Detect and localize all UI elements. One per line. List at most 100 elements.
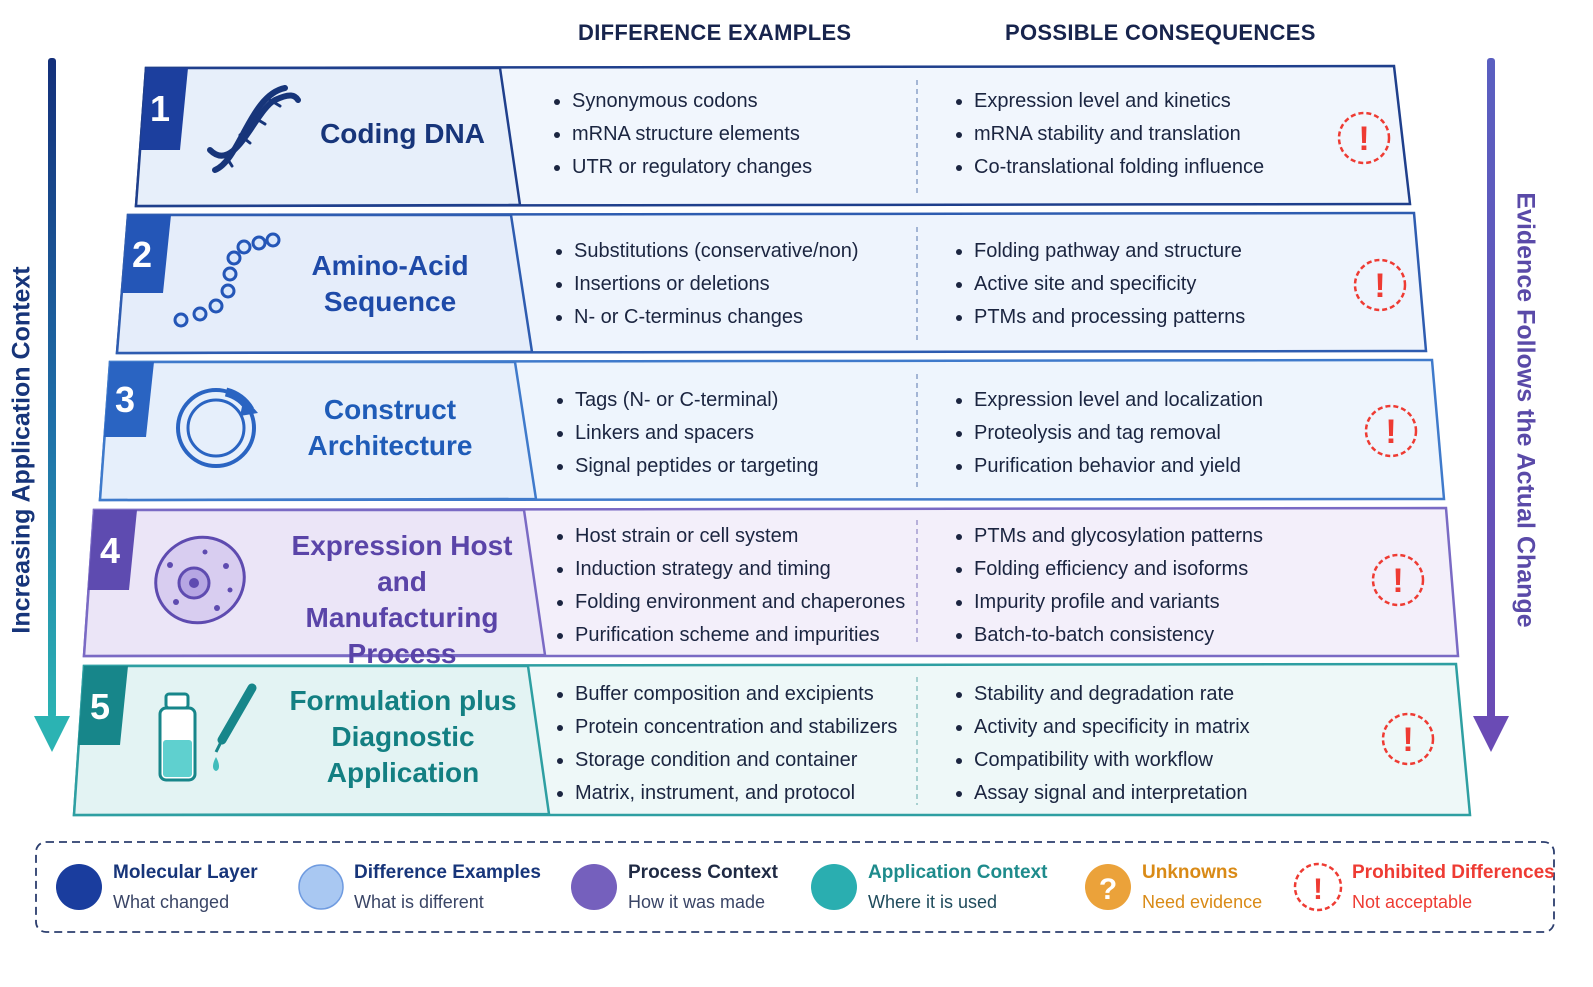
warning-icon: ! xyxy=(1371,553,1425,607)
layer-1-number: 1 xyxy=(150,88,171,129)
list-item: Induction strategy and timing xyxy=(575,553,905,586)
warning-icon: ! xyxy=(1337,111,1391,165)
list-item: PTMs and glycosylation patterns xyxy=(974,520,1263,553)
legend-title: Prohibited Differences xyxy=(1352,862,1555,883)
list-item: PTMs and processing patterns xyxy=(974,301,1245,334)
layer-5-title: Formulation plus Diagnostic Application xyxy=(288,683,518,791)
layer-2-differences: Substitutions (conservative/non) Inserti… xyxy=(552,235,859,334)
list-item: Activity and specificity in matrix xyxy=(974,711,1250,744)
layer-3-band xyxy=(98,358,1446,502)
list-item: Matrix, instrument, and protocol xyxy=(575,777,897,810)
list-item: Active site and specificity xyxy=(974,268,1245,301)
list-item: Synonymous codons xyxy=(572,85,812,118)
layer-2-band xyxy=(115,211,1428,355)
difference-examples-header: DIFFERENCE EXAMPLES xyxy=(578,20,852,45)
warning-icon: ! xyxy=(1364,404,1418,458)
layer-5-title-line: Diagnostic xyxy=(331,721,475,752)
evidence-follows-label: Evidence Follows the Actual Change xyxy=(1505,192,1545,627)
layer-5-consequences: Stability and degradation rate Activity … xyxy=(952,678,1250,810)
list-item: Insertions or deletions xyxy=(574,268,859,301)
increasing-context-label: Increasing Application Context xyxy=(2,266,42,633)
svg-text:!: ! xyxy=(1385,413,1396,451)
layer-4-title-line: Process xyxy=(347,638,457,669)
molecular-dot-icon xyxy=(56,864,102,910)
layer-5-title-line: Formulation plus xyxy=(289,685,517,716)
legend-box xyxy=(35,841,1555,933)
list-item: Purification behavior and yield xyxy=(974,450,1263,483)
difference-dot-icon xyxy=(298,864,344,910)
layer-2-consequences: Folding pathway and structure Active sit… xyxy=(952,235,1245,334)
possible-consequences-header: POSSIBLE CONSEQUENCES xyxy=(1005,20,1316,45)
dna-helix-icon xyxy=(207,85,301,173)
list-item: UTR or regulatory changes xyxy=(572,151,812,184)
svg-text:!: ! xyxy=(1392,562,1403,600)
legend-sub: How it was made xyxy=(628,892,766,912)
layer-2-title: Amino-Acid Sequence xyxy=(290,248,490,320)
layer-4-number: 4 xyxy=(100,530,121,571)
list-item: Expression level and kinetics xyxy=(974,85,1264,118)
layer-5-differences: Buffer composition and excipients Protei… xyxy=(553,678,897,810)
list-item: Host strain or cell system xyxy=(575,520,905,553)
layer-4-title: Expression Host and Manufacturing Proces… xyxy=(282,528,522,672)
list-item: Proteolysis and tag removal xyxy=(974,417,1263,450)
layer-3-title-line: Architecture xyxy=(307,430,473,461)
warning-icon: ! xyxy=(1381,712,1435,766)
question-icon: ? xyxy=(1085,864,1131,910)
list-item: mRNA stability and translation xyxy=(974,118,1264,151)
legend-sub: Not acceptable xyxy=(1352,892,1473,912)
list-item: Signal peptides or targeting xyxy=(575,450,819,483)
warning-icon: ! xyxy=(1353,258,1407,312)
layer-3-title-line: Construct xyxy=(323,394,457,425)
list-item: Folding efficiency and isoforms xyxy=(974,553,1263,586)
list-item: Batch-to-batch consistency xyxy=(974,619,1263,652)
evidence-follows-text: Evidence Follows the Actual Change xyxy=(1511,192,1540,628)
layer-3-differences: Tags (N- or C-terminal) Linkers and spac… xyxy=(553,384,819,483)
cell-icon xyxy=(154,535,246,625)
layer-3-title: Construct Architecture xyxy=(290,392,490,464)
layer-1-differences: Synonymous codons mRNA structure element… xyxy=(550,85,812,184)
list-item: Linkers and spacers xyxy=(575,417,819,450)
legend-title: Molecular Layer xyxy=(113,862,258,883)
layer-1-band xyxy=(134,64,1412,208)
layer-4-consequences: PTMs and glycosylation patterns Folding … xyxy=(952,520,1263,652)
legend-sub: Need evidence xyxy=(1142,892,1263,912)
legend-sub: What changed xyxy=(113,892,230,912)
legend-sub: What is different xyxy=(354,892,484,912)
legend-title: Difference Examples xyxy=(354,862,541,883)
list-item: Stability and degradation rate xyxy=(974,678,1250,711)
list-item: Impurity profile and variants xyxy=(974,586,1263,619)
layer-3-number: 3 xyxy=(115,379,136,420)
list-item: Folding pathway and structure xyxy=(974,235,1245,268)
legend-sub: Where it is used xyxy=(868,892,998,912)
list-item: mRNA structure elements xyxy=(572,118,812,151)
list-item: Buffer composition and excipients xyxy=(575,678,897,711)
vial-dropper-icon xyxy=(158,683,257,782)
application-dot-icon xyxy=(811,864,857,910)
right-evidence-arrow xyxy=(1473,58,1509,752)
layer-4-differences: Host strain or cell system Induction str… xyxy=(553,520,905,652)
list-item: Purification scheme and impurities xyxy=(575,619,905,652)
svg-text:!: ! xyxy=(1374,267,1385,305)
list-item: Expression level and localization xyxy=(974,384,1263,417)
layer-1-title-line: Coding DNA xyxy=(320,118,485,149)
list-item: Tags (N- or C-terminal) xyxy=(575,384,819,417)
prohibited-icon: ! xyxy=(1293,862,1343,912)
increasing-context-text: Increasing Application Context xyxy=(7,266,36,634)
process-dot-icon xyxy=(571,864,617,910)
layer-4-title-line: Expression Host xyxy=(291,530,513,561)
svg-text:?: ? xyxy=(1099,873,1117,906)
list-item: Co-translational folding influence xyxy=(974,151,1264,184)
plasmid-icon xyxy=(176,387,258,468)
layer-5-number: 5 xyxy=(90,686,111,727)
layer-2-title-line: Sequence xyxy=(323,286,457,317)
layer-3-consequences: Expression level and localization Proteo… xyxy=(952,384,1263,483)
layer-1-consequences: Expression level and kinetics mRNA stabi… xyxy=(952,85,1264,184)
left-context-arrow xyxy=(34,58,70,752)
svg-text:!: ! xyxy=(1313,873,1323,906)
list-item: Protein concentration and stabilizers xyxy=(575,711,897,744)
layer-5-title-line: Application xyxy=(326,757,480,788)
list-item: N- or C-terminus changes xyxy=(574,301,859,334)
legend-title: Unknowns xyxy=(1142,862,1239,883)
svg-text:!: ! xyxy=(1358,120,1369,158)
layer-2-number: 2 xyxy=(132,234,153,275)
